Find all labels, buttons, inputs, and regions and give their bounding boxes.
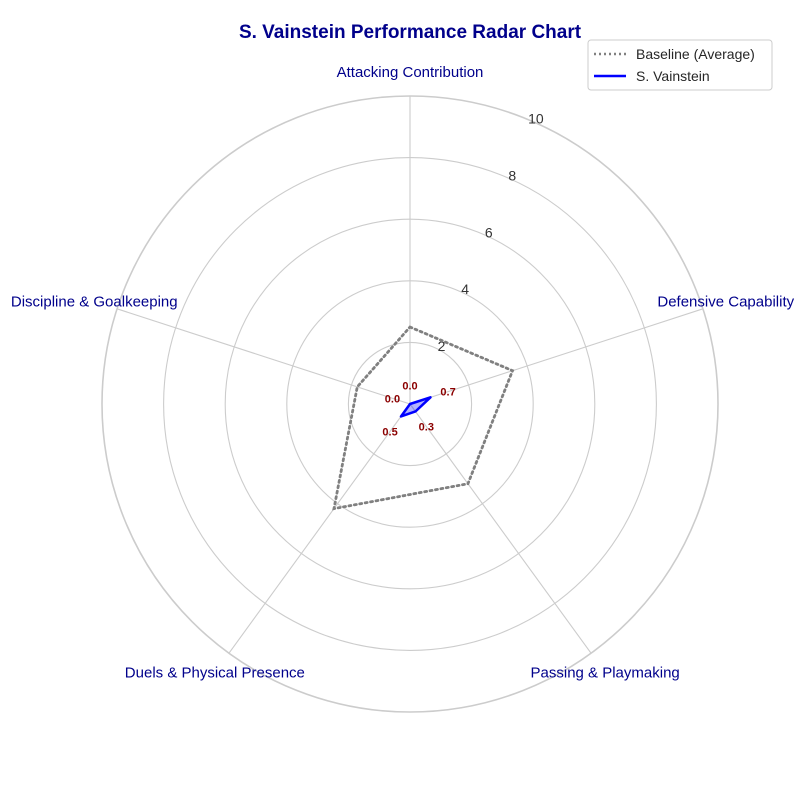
series-baseline-line [332, 325, 515, 511]
chart-title: S. Vainstein Performance Radar Chart [239, 22, 582, 43]
series-vainstein-area [400, 397, 431, 417]
r-tick-label: 4 [461, 281, 469, 297]
r-tick-label: 10 [528, 110, 544, 126]
radar-grid [101, 95, 719, 713]
legend: Baseline (Average) S. Vainstein [587, 39, 773, 91]
grid-spoke [409, 308, 704, 405]
axis-label: Passing & Playmaking [531, 665, 680, 682]
r-tick-label: 6 [485, 224, 493, 240]
legend-box [587, 39, 773, 91]
axis-label: Duels & Physical Presence [125, 665, 305, 682]
legend-vainstein-label: S. Vainstein [636, 68, 710, 84]
data-label: 0.0 [402, 381, 417, 393]
r-tick-label: 2 [438, 338, 446, 354]
grid-spoke [228, 403, 411, 654]
axis-labels: Attacking Contribution Defensive Capabili… [11, 64, 795, 682]
data-label: 0.7 [440, 387, 455, 399]
axis-label: Attacking Contribution [337, 64, 484, 81]
data-label: 0.0 [385, 393, 400, 405]
axis-label: Defensive Capability [657, 293, 794, 310]
grid-spoke [116, 308, 411, 405]
radial-tick-labels: 2 4 6 8 10 [438, 110, 544, 354]
data-labels: 0.0 0.7 0.3 0.5 0.0 [382, 381, 455, 439]
data-label: 0.3 [419, 421, 434, 433]
r-tick-label: 8 [508, 167, 516, 183]
grid-spoke [409, 403, 592, 654]
legend-baseline-label: Baseline (Average) [636, 46, 755, 62]
axis-label: Discipline & Goalkeeping [11, 293, 178, 310]
series-vainstein-line [399, 396, 432, 418]
data-label: 0.5 [382, 426, 397, 438]
series-layer [332, 325, 515, 511]
